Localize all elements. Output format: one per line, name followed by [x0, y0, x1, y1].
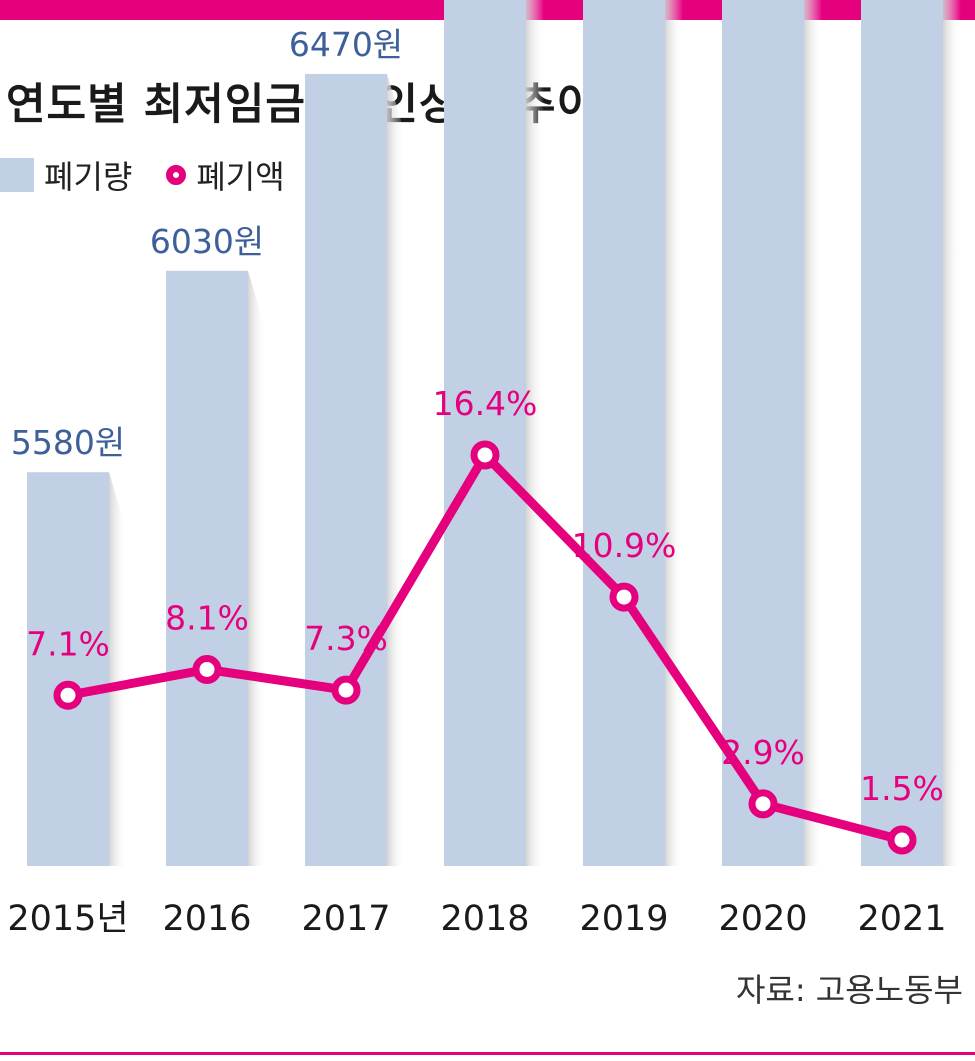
bar-shadow — [109, 472, 127, 866]
label-layer: 5580원2015년6030원20166470원20177530원2018835… — [7, 25, 946, 939]
rate-marker — [331, 675, 361, 705]
bar — [166, 270, 248, 866]
bar-shadow — [248, 270, 266, 866]
bar — [27, 472, 109, 866]
rate-marker — [470, 440, 500, 470]
line-layer — [53, 440, 917, 855]
rate-value-label: 16.4% — [433, 384, 538, 423]
source-note: 자료: 고용노동부 — [735, 971, 963, 1009]
x-tick-label: 2021 — [857, 899, 946, 939]
bar-value-label: 6030원 — [150, 222, 264, 261]
bar-shadow — [804, 0, 822, 866]
x-tick-label: 2015년 — [7, 899, 128, 939]
bar-shadow — [943, 0, 961, 866]
x-tick-label: 2020 — [718, 899, 807, 939]
bar — [861, 0, 943, 866]
rate-value-label: 8.1% — [165, 598, 249, 637]
legend-bar-swatch — [0, 158, 34, 192]
rate-marker — [53, 680, 83, 710]
bar — [305, 73, 387, 867]
rate-value-label: 7.3% — [304, 619, 388, 658]
rate-marker — [887, 825, 917, 855]
rate-marker — [748, 789, 778, 819]
bar — [444, 0, 526, 867]
bar-shadow — [387, 73, 405, 867]
rate-value-label: 1.5% — [860, 769, 944, 808]
rate-value-label: 7.1% — [26, 624, 110, 663]
x-tick-label: 2019 — [579, 899, 668, 939]
bar-layer — [27, 0, 961, 867]
rate-value-label: 10.9% — [572, 526, 677, 565]
legend-bar-label: 폐기량 — [44, 158, 133, 196]
rate-marker — [192, 654, 222, 684]
rate-marker — [609, 582, 639, 612]
bar-shadow — [665, 0, 683, 866]
bar-value-label: 5580원 — [11, 423, 125, 462]
bar-shadow — [526, 0, 544, 866]
legend: 폐기량 폐기액 — [0, 152, 285, 198]
x-tick-label: 2017 — [301, 899, 390, 939]
legend-line-label: 폐기액 — [196, 158, 285, 196]
bar-value-label: 6470원 — [289, 25, 403, 64]
legend-line-marker — [166, 165, 187, 185]
bottom-accent-line — [0, 1052, 975, 1055]
bar — [722, 0, 804, 866]
rate-value-label: 2.9% — [721, 733, 805, 772]
x-tick-label: 2018 — [440, 899, 529, 939]
bar — [583, 0, 665, 866]
x-tick-label: 2016 — [162, 899, 251, 939]
